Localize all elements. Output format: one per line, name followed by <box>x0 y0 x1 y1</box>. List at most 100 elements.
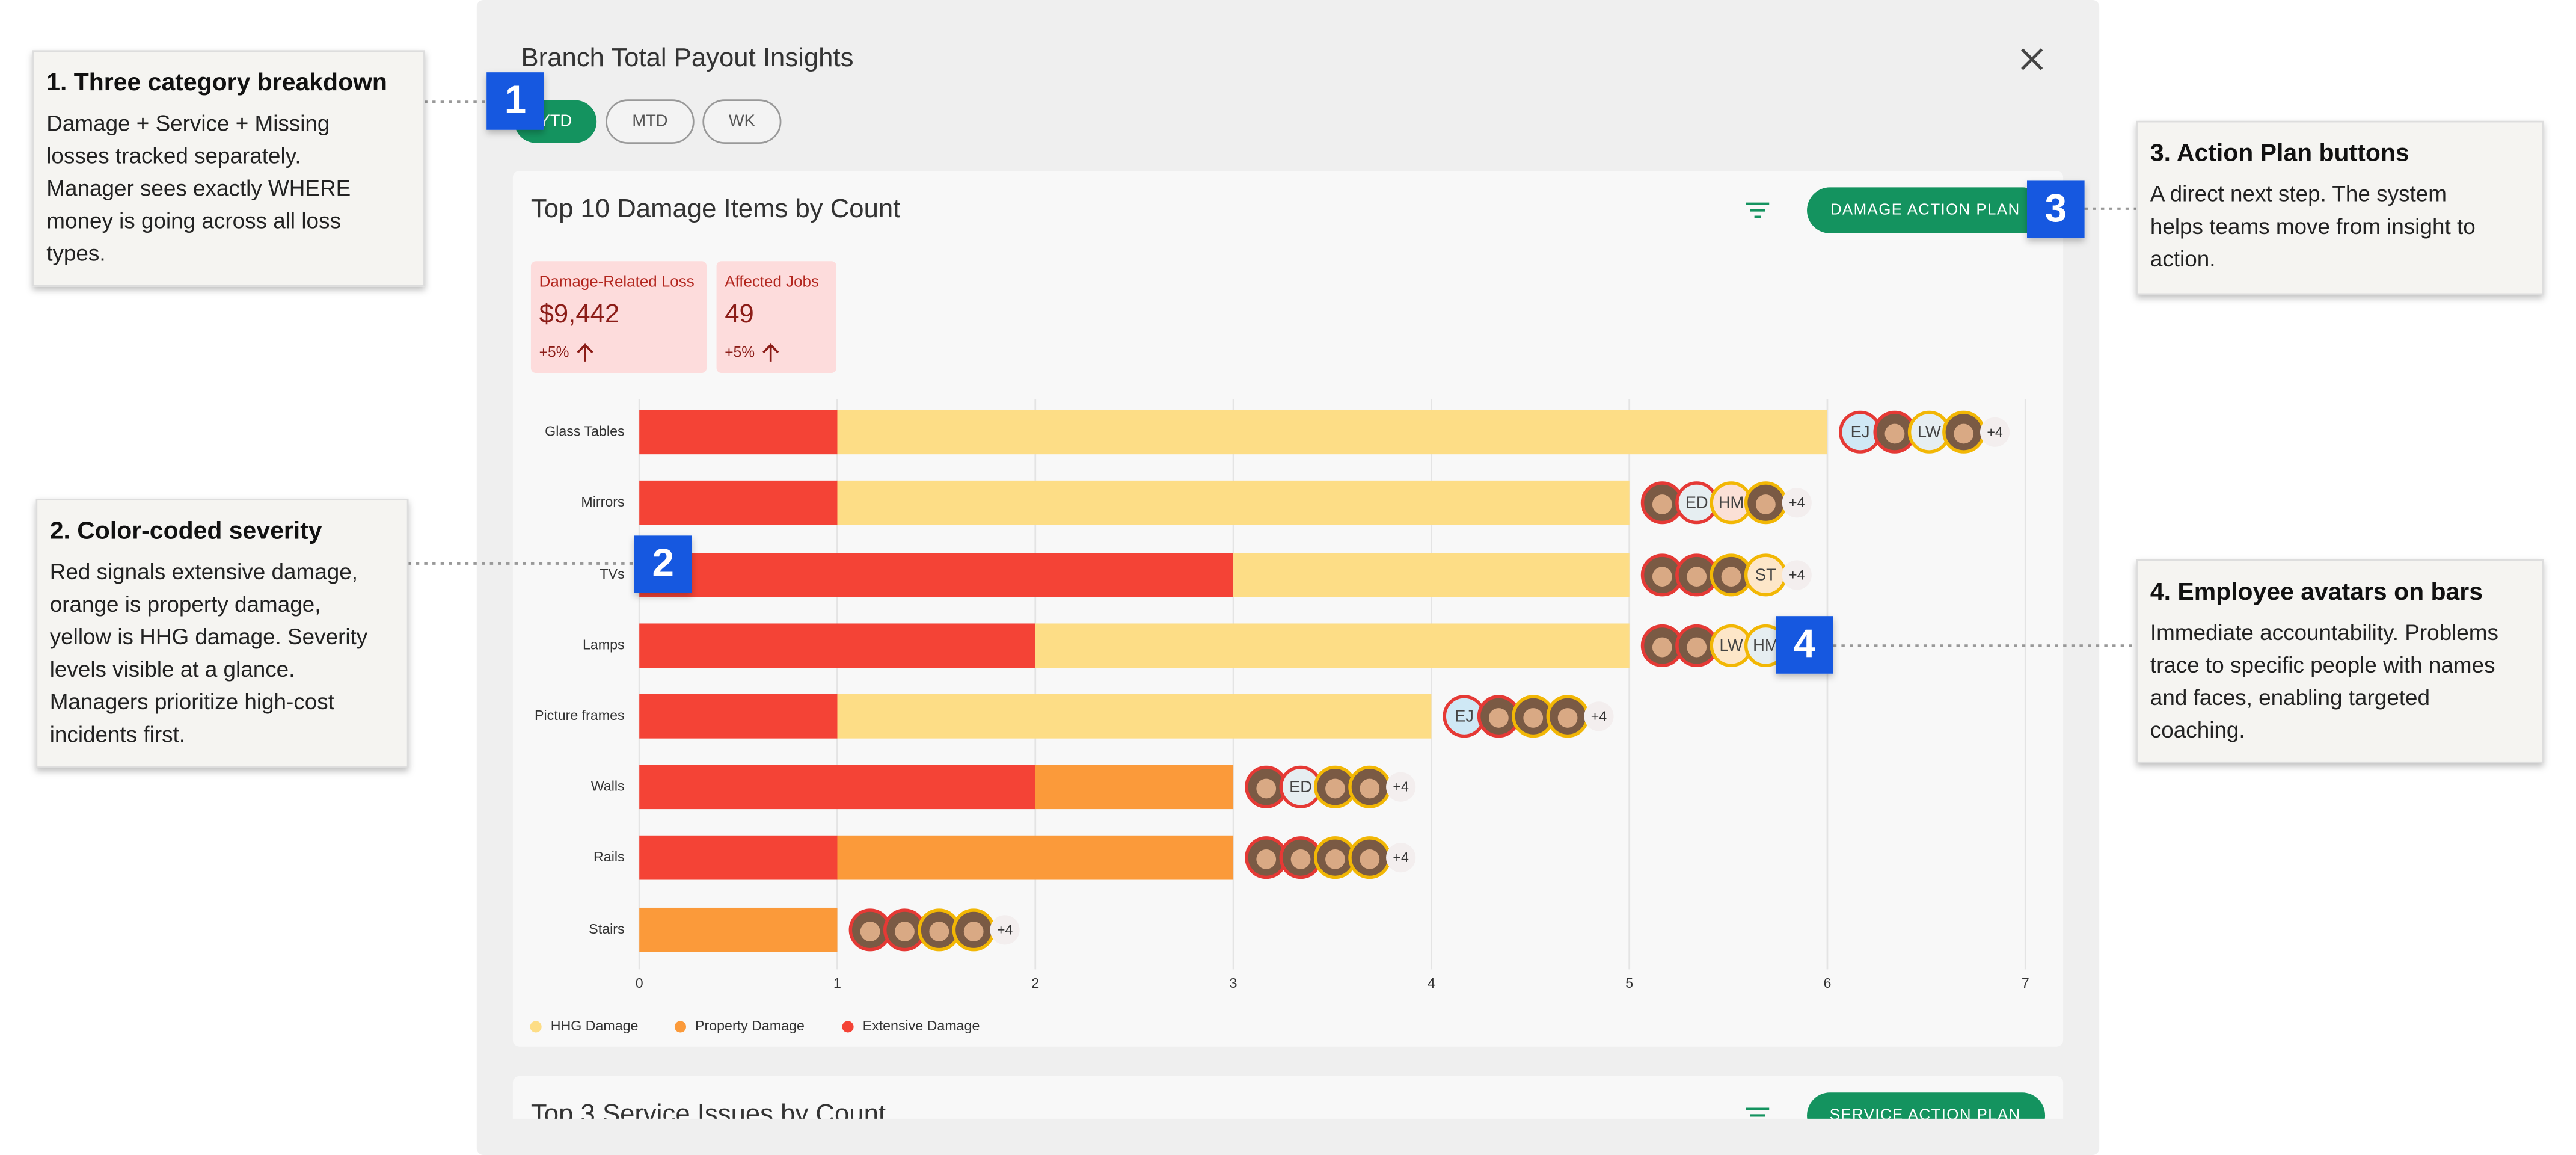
chart: 0 1 2 3 4 5 6 7 Glass Tables EJ LW +4 Mirrors ED HM +4 T… <box>530 399 2029 1033</box>
x-tick-label: 7 <box>2022 975 2029 991</box>
avatar-more-bg <box>1386 843 1416 873</box>
legend-label: Property Damage <box>695 1018 805 1033</box>
avatar-face <box>1360 849 1380 869</box>
badge <box>1776 616 1833 674</box>
annotation-line: incidents first. <box>50 722 185 747</box>
avatar-more-bg <box>1782 560 1812 590</box>
action-button[interactable]: DAMAGE ACTION PLAN <box>1807 187 2046 233</box>
annotation-box <box>35 498 409 768</box>
y-tick-label: Mirrors <box>581 494 624 510</box>
y-tick-label: Picture frames <box>535 707 625 723</box>
avatar-more-bg <box>1782 488 1812 518</box>
avatar-initials: ED <box>1685 493 1708 511</box>
annotation-title: 2. Color-coded severity <box>50 517 322 544</box>
kpi-box: Damage-Related Loss $9,442 +5% <box>530 261 707 373</box>
avatar-face <box>1652 494 1672 514</box>
legend-marker <box>530 1021 542 1033</box>
avatar-face <box>1325 778 1345 799</box>
avatar-photo <box>1942 410 1986 454</box>
bar-segment <box>1233 553 1630 597</box>
x-tick-label: 5 <box>1625 975 1633 991</box>
annotation-box <box>2136 559 2544 763</box>
avatar-photo <box>1640 553 1684 597</box>
annotation: 4. Employee avatars on bars Immediate acc… <box>1776 559 2544 763</box>
tab[interactable]: WK <box>702 99 782 144</box>
avatar-face <box>1884 424 1905 444</box>
filter-icon[interactable] <box>1746 202 1770 218</box>
avatar-initials: LW <box>1918 422 1941 441</box>
avatar-more-bg <box>1980 417 2010 447</box>
legend-marker <box>842 1021 854 1033</box>
avatar-face <box>1557 708 1578 728</box>
x-tick-label: 0 <box>636 975 643 991</box>
tab-pill <box>606 99 695 144</box>
annotation-line: A direct next step. The system <box>2150 182 2447 206</box>
card-title: Top 10 Damage Items by Count <box>531 194 900 223</box>
annotation-title: 1. Three category breakdown <box>46 68 387 96</box>
tab-label: YTD <box>539 111 572 129</box>
avatar-more: +4 <box>1987 424 2003 440</box>
avatar-group: ST +4 <box>1640 553 1812 597</box>
badge-number: 4 <box>1794 621 1816 665</box>
avatar-photo <box>1313 836 1357 879</box>
bar-segment <box>1035 765 1234 810</box>
x-tick-label: 4 <box>1428 975 1435 991</box>
avatar-photo <box>1245 836 1288 879</box>
avatar-more: +4 <box>997 922 1013 937</box>
avatar-group: EJ LW +4 <box>1839 410 2010 454</box>
badge-number: 3 <box>2045 186 2067 230</box>
badge <box>486 72 544 130</box>
annotation-box <box>2136 120 2544 295</box>
avatar-more-bg <box>1386 772 1416 802</box>
avatar-initials: HM <box>1753 636 1778 654</box>
button-label: DAMAGE ACTION PLAN <box>1830 201 2020 218</box>
bar-segment <box>639 835 838 880</box>
avatar-initials: ST <box>1755 565 1776 584</box>
avatar-group: ED +4 <box>1245 765 1416 808</box>
action-button[interactable]: SERVICE ACTION PLAN <box>1807 1092 2046 1138</box>
annotation-line: orange is property damage, <box>50 592 321 617</box>
tab-label: MTD <box>632 111 667 129</box>
avatar-face <box>1256 778 1277 799</box>
y-tick-label: Lamps <box>583 636 625 652</box>
filter-icon[interactable] <box>1746 1107 1770 1123</box>
annotation-line: Immediate accountability. Problems <box>2150 620 2498 645</box>
button-background <box>1807 187 2046 233</box>
avatar-photo <box>1279 836 1322 879</box>
avatar-face <box>963 922 984 941</box>
annotation-title: 4. Employee avatars on bars <box>2150 578 2483 605</box>
avatar-initials: HM <box>1719 493 1744 511</box>
avatar-initials: LW <box>1720 636 1743 654</box>
bar-segment <box>639 765 1035 810</box>
annotation-line: yellow is HHG damage. Severity <box>50 624 368 649</box>
x-tick-label: 2 <box>1031 975 1039 991</box>
avatar-more: +4 <box>1393 849 1409 865</box>
avatar-photo <box>883 908 926 952</box>
avatar-face <box>1721 567 1741 587</box>
kpi-change: +5% <box>539 345 569 361</box>
avatar-photo <box>1744 481 1787 525</box>
avatar-face <box>1687 637 1707 658</box>
badge-number: 1 <box>504 78 526 122</box>
bar-segment <box>639 553 1234 597</box>
y-tick-label: Rails <box>593 849 625 864</box>
avatar-photo <box>1640 624 1684 667</box>
kpi-background <box>716 261 836 373</box>
avatar-face <box>1652 637 1672 658</box>
tab[interactable]: MTD <box>606 99 695 144</box>
avatar-more: +4 <box>1591 708 1607 724</box>
avatar-face <box>1652 567 1672 587</box>
avatar-photo <box>1348 765 1391 808</box>
tab-label: WK <box>729 111 755 129</box>
y-tick-label: Stairs <box>589 921 624 937</box>
avatar-group: +4 <box>848 908 1020 952</box>
avatar-more: +4 <box>1393 779 1409 795</box>
up-arrow <box>577 343 593 362</box>
close-button[interactable] <box>2021 48 2043 70</box>
annotation-line: Damage + Service + Missing <box>46 111 330 135</box>
y-tick-label: TVs <box>600 566 624 582</box>
bar-segment <box>837 480 1630 525</box>
bar-segment <box>639 623 1035 668</box>
